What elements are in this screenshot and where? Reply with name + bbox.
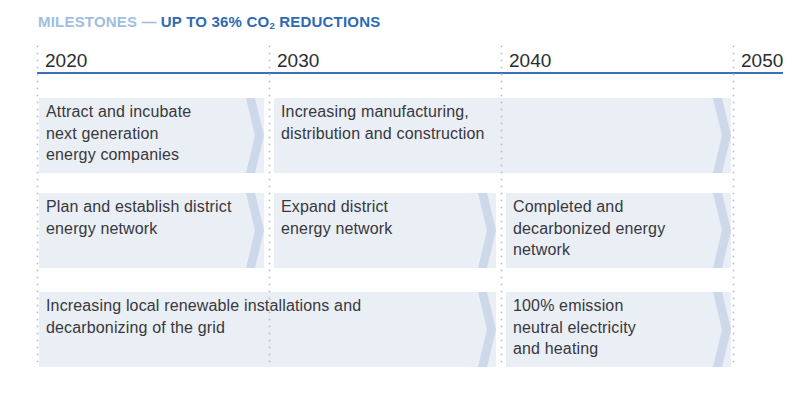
milestone-box: Increasing manufacturing,distribution an…: [274, 98, 731, 173]
title-prefix: MILESTONES —: [38, 13, 157, 30]
milestone-text-line: Completed and: [513, 196, 723, 218]
milestone-box: 100% emissionneutral electricityand heat…: [506, 292, 731, 367]
chevron-icon: [478, 193, 496, 268]
milestone-text-line: and heating: [513, 338, 723, 360]
year-label: 2050: [741, 50, 783, 72]
milestone-text-line: neutral electricity: [513, 317, 723, 339]
title-main-text: UP TO 36% CO: [161, 13, 270, 30]
year-label: 2040: [509, 50, 551, 72]
milestone-text-line: energy network: [281, 218, 488, 240]
chevron-icon: [713, 98, 731, 173]
milestone-text-line: decarbonized energy: [513, 218, 723, 240]
milestone-box: Completed anddecarbonized energynetwork: [506, 193, 731, 268]
milestone-box: Plan and establish districtenergy networ…: [39, 193, 264, 268]
milestones-diagram: MILESTONES —UP TO 36% CO2 REDUCTIONS 202…: [0, 0, 800, 403]
diagram-title: MILESTONES —UP TO 36% CO2 REDUCTIONS: [38, 13, 380, 30]
chevron-icon: [246, 193, 264, 268]
milestone-box: Attract and incubatenext generationenerg…: [39, 98, 264, 173]
milestone-text-line: network: [513, 239, 723, 261]
milestone-text: 100% emissionneutral electricityand heat…: [506, 292, 731, 360]
milestone-text-line: Expand district: [281, 196, 488, 218]
co2-subscript: 2: [269, 20, 274, 31]
chevron-icon: [478, 292, 496, 367]
milestone-text-line: next generation: [46, 123, 256, 145]
milestone-text-line: Attract and incubate: [46, 101, 256, 123]
milestone-text: Expand districtenergy network: [274, 193, 496, 239]
chevron-icon: [713, 292, 731, 367]
decade-gridline: [732, 45, 735, 367]
decade-gridline: [268, 45, 271, 367]
year-label: 2030: [277, 50, 319, 72]
title-main: UP TO 36% CO2 REDUCTIONS: [161, 13, 381, 30]
milestone-text-line: Plan and establish district: [46, 196, 256, 218]
milestone-text-line: 100% emission: [513, 295, 723, 317]
timeline-axis-line: [37, 72, 783, 74]
milestone-text: Completed anddecarbonized energynetwork: [506, 193, 731, 261]
title-suffix: REDUCTIONS: [275, 13, 381, 30]
milestone-text: Attract and incubatenext generationenerg…: [39, 98, 264, 166]
year-label: 2020: [45, 50, 87, 72]
milestone-text-line: energy network: [46, 218, 256, 240]
milestone-box: Expand districtenergy network: [274, 193, 496, 268]
chevron-icon: [713, 193, 731, 268]
milestone-text: Plan and establish districtenergy networ…: [39, 193, 264, 239]
decade-gridline: [36, 45, 39, 367]
decade-gridline: [500, 45, 503, 367]
milestone-text: Increasing manufacturing,distribution an…: [274, 98, 731, 144]
chevron-icon: [246, 98, 264, 173]
milestone-text-line: energy companies: [46, 144, 256, 166]
